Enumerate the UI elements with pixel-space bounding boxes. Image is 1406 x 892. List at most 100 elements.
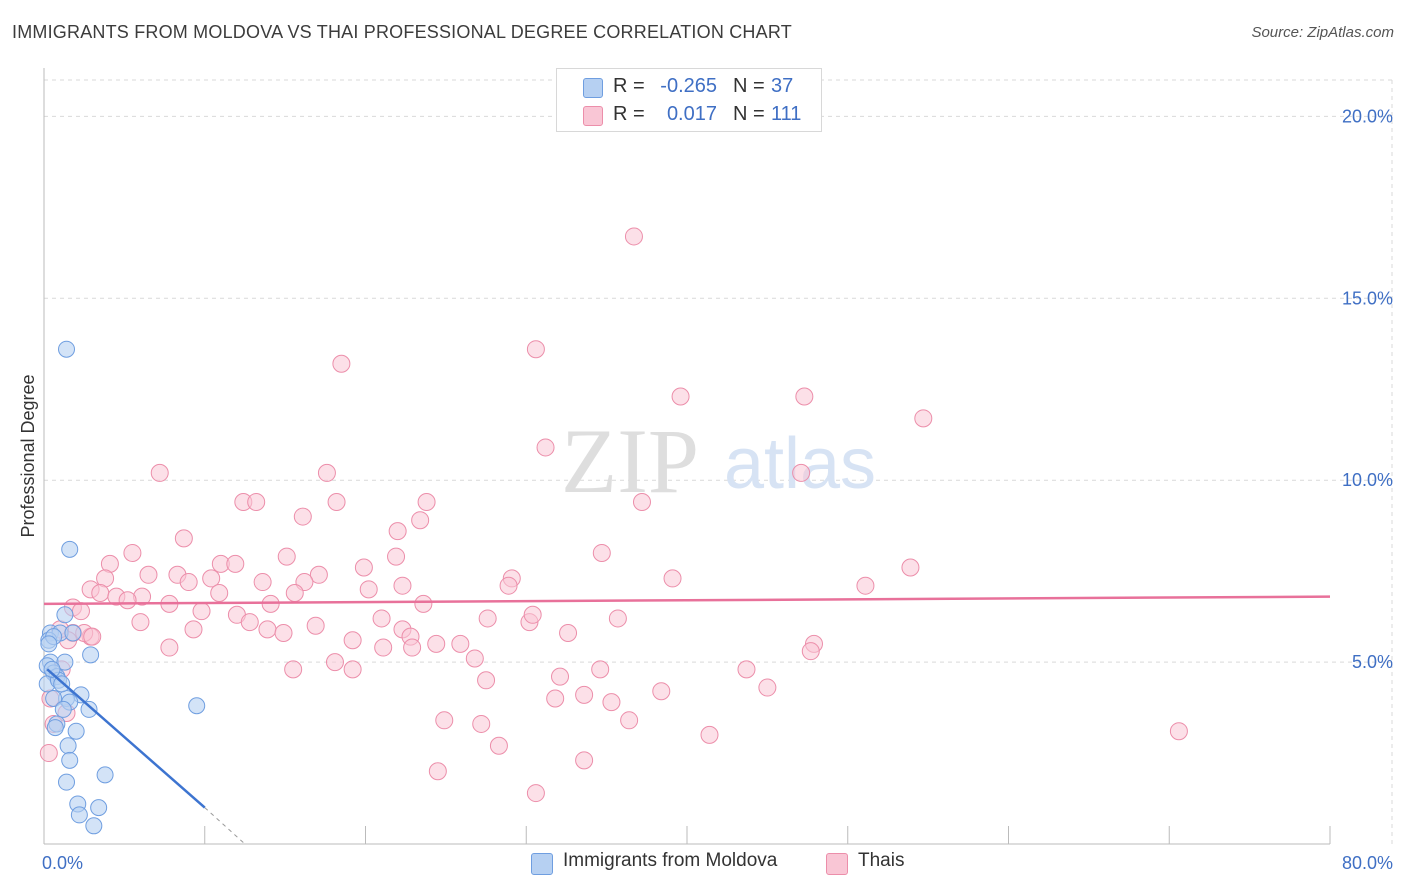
- x-tick-label: 80.0%: [1342, 853, 1393, 873]
- point-moldova: [58, 340, 76, 358]
- legend-swatch-thais: [583, 106, 603, 126]
- point-thais: [575, 685, 594, 704]
- point-thais: [39, 744, 58, 763]
- point-thais: [192, 602, 211, 621]
- grid-layer: [44, 79, 1393, 844]
- trend-line-thais: [43, 595, 1331, 606]
- point-thais: [258, 620, 277, 639]
- point-moldova: [40, 635, 58, 653]
- point-thais: [652, 682, 671, 701]
- axis-layer: [43, 68, 1331, 845]
- point-thais: [435, 711, 454, 730]
- chart-title: IMMIGRANTS FROM MOLDOVA VS THAI PROFESSI…: [12, 22, 792, 42]
- legend-row-thais: R = 0.017 N = 111: [557, 101, 821, 129]
- point-moldova: [70, 806, 88, 824]
- point-thais: [795, 387, 814, 406]
- point-thais: [343, 660, 362, 679]
- point-thais: [277, 547, 296, 566]
- point-thais: [325, 653, 344, 672]
- point-moldova: [82, 646, 100, 664]
- point-thais: [123, 543, 142, 562]
- point-thais: [526, 784, 545, 803]
- point-thais: [602, 693, 621, 712]
- point-thais: [309, 565, 328, 584]
- point-moldova: [61, 540, 79, 558]
- point-thais: [359, 580, 378, 599]
- point-thais: [592, 543, 611, 562]
- point-thais: [317, 463, 336, 482]
- point-thais: [427, 634, 446, 653]
- point-moldova: [188, 697, 206, 715]
- point-moldova: [96, 766, 114, 784]
- point-thais: [91, 583, 110, 602]
- point-thais: [526, 340, 545, 359]
- point-thais: [551, 667, 570, 686]
- point-moldova: [56, 653, 74, 671]
- point-thais: [1169, 722, 1188, 741]
- point-thais: [374, 638, 393, 657]
- point-thais: [801, 642, 820, 661]
- source-label: Source: ZipAtlas.com: [1251, 24, 1394, 41]
- point-moldova: [58, 773, 76, 791]
- watermark-zip: ZIP: [561, 410, 699, 512]
- legend-row-moldova: R = -0.265 N = 37: [557, 73, 821, 101]
- point-thais: [914, 409, 933, 428]
- legend-n-value-moldova: 37: [771, 75, 794, 97]
- watermark: ZIP atlas: [561, 410, 876, 512]
- point-thais: [901, 558, 920, 577]
- point-thais: [306, 616, 325, 635]
- point-thais: [293, 507, 312, 526]
- point-thais: [247, 493, 266, 512]
- point-thais: [274, 623, 293, 642]
- legend-r-label: R =: [613, 103, 645, 125]
- point-thais: [477, 671, 496, 690]
- point-moldova: [85, 817, 103, 835]
- point-thais: [737, 660, 756, 679]
- point-thais: [393, 576, 412, 595]
- point-thais: [671, 387, 690, 406]
- y-tick-label: 15.0%: [1342, 288, 1393, 308]
- point-thais: [343, 631, 362, 650]
- legend-r-label: R =: [613, 75, 645, 97]
- trend-line-moldova-extension: [204, 807, 246, 845]
- point-thais: [284, 660, 303, 679]
- series-thais: [39, 227, 1188, 803]
- point-thais: [354, 558, 373, 577]
- point-thais: [150, 463, 169, 482]
- point-thais: [417, 493, 436, 512]
- point-thais: [499, 576, 518, 595]
- point-moldova: [90, 799, 108, 817]
- point-thais: [428, 762, 447, 781]
- point-thais: [372, 609, 391, 628]
- point-thais: [184, 620, 203, 639]
- point-moldova: [80, 700, 98, 718]
- point-thais: [388, 522, 407, 541]
- point-moldova: [64, 624, 82, 642]
- point-thais: [160, 638, 179, 657]
- point-thais: [174, 529, 193, 548]
- point-thais: [253, 573, 272, 592]
- point-thais: [478, 609, 497, 628]
- bottom-legend-label-thais: Thais: [858, 850, 905, 871]
- legend-n-value-thais: 111: [771, 103, 802, 125]
- legend-r-value-thais: 0.017: [666, 103, 717, 125]
- bottom-legend-swatch-moldova: [531, 853, 553, 875]
- point-thais: [620, 711, 639, 730]
- point-thais: [139, 565, 158, 584]
- point-thais: [559, 623, 578, 642]
- point-thais: [663, 569, 682, 588]
- point-thais: [489, 736, 508, 755]
- point-thais: [591, 660, 610, 679]
- point-moldova: [59, 737, 77, 755]
- y-tick-label: 5.0%: [1352, 652, 1393, 672]
- point-thais: [327, 493, 346, 512]
- tick-labels: 5.0% 10.0% 15.0% 20.0% 0.0% 80.0%: [42, 106, 1393, 873]
- point-thais: [608, 609, 627, 628]
- point-thais: [414, 594, 433, 613]
- point-moldova: [43, 660, 61, 678]
- point-thais: [403, 638, 422, 657]
- legend-n-label: N =: [733, 103, 765, 125]
- point-thais: [856, 576, 875, 595]
- point-thais: [387, 547, 406, 566]
- point-thais: [624, 227, 643, 246]
